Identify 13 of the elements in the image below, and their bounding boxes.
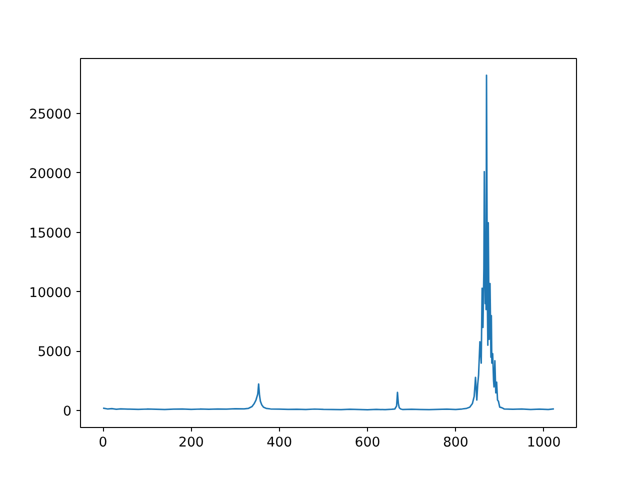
y-tick-label: 10000	[29, 286, 72, 301]
y-tick-label: 15000	[29, 226, 72, 242]
line-series	[102, 74, 555, 411]
x-tick-label: 0	[98, 436, 108, 450]
y-tick-label: 20000	[29, 166, 72, 182]
x-tick-label: 600	[354, 436, 380, 450]
x-tick-label: 400	[266, 436, 292, 450]
x-tick-label: 200	[178, 436, 204, 450]
y-tick-label: 0	[63, 404, 72, 420]
y-tick-label: 25000	[29, 107, 72, 122]
x-tick-label: 800	[442, 436, 468, 450]
x-tick-label: 1000	[526, 436, 561, 450]
y-tick-label: 5000	[38, 345, 72, 360]
